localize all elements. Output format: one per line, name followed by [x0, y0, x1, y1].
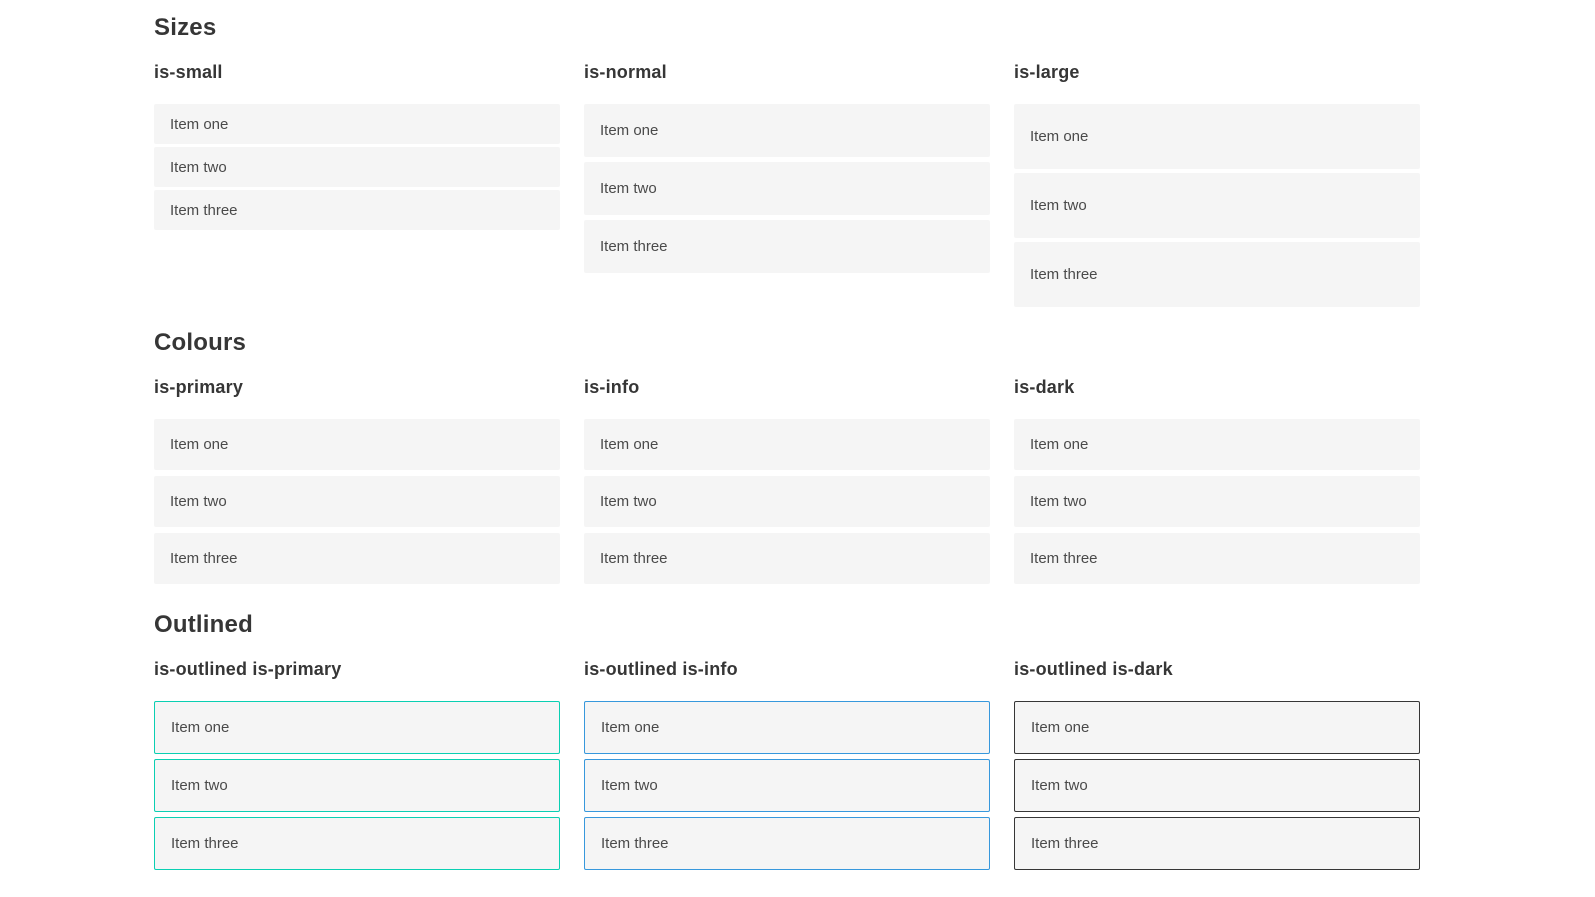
section-title-colours: Colours — [154, 329, 247, 356]
list-item[interactable]: Item two — [584, 476, 990, 527]
group-label-is-dark: is-dark — [1014, 377, 1075, 397]
list-item[interactable]: Item three — [584, 817, 990, 870]
list-item[interactable]: Item two — [154, 147, 560, 187]
group-label-is-info: is-info — [584, 377, 640, 397]
list-item[interactable]: Item three — [1014, 533, 1420, 584]
sizes-row: is-small Item one Item two Item three is… — [154, 60, 1420, 307]
list-item[interactable]: Item one — [584, 104, 990, 157]
list-outlined-dark: Item one Item two Item three — [1014, 701, 1420, 870]
list-item[interactable]: Item three — [584, 220, 990, 273]
group-label-is-small: is-small — [154, 62, 223, 82]
group-is-info: is-info Item one Item two Item three — [584, 375, 990, 584]
list-item[interactable]: Item one — [584, 419, 990, 470]
list-item[interactable]: Item three — [1014, 242, 1420, 307]
group-is-normal: is-normal Item one Item two Item three — [584, 60, 990, 307]
list-item[interactable]: Item one — [584, 701, 990, 754]
section-colours: Colours is-primary Item one Item two Ite… — [154, 328, 1420, 584]
list-item[interactable]: Item two — [154, 759, 560, 812]
colours-row: is-primary Item one Item two Item three … — [154, 375, 1420, 584]
list-is-normal: Item one Item two Item three — [584, 104, 990, 273]
section-sizes: Sizes is-small Item one Item two Item th… — [154, 13, 1420, 307]
list-item[interactable]: Item three — [154, 190, 560, 230]
list-item[interactable]: Item one — [154, 419, 560, 470]
list-item[interactable]: Item two — [1014, 476, 1420, 527]
list-item[interactable]: Item three — [154, 533, 560, 584]
group-is-small: is-small Item one Item two Item three — [154, 60, 560, 307]
list-is-info: Item one Item two Item three — [584, 419, 990, 584]
list-is-small: Item one Item two Item three — [154, 104, 560, 230]
list-is-large: Item one Item two Item three — [1014, 104, 1420, 307]
section-title-sizes: Sizes — [154, 14, 217, 41]
list-item[interactable]: Item one — [154, 104, 560, 144]
list-item[interactable]: Item one — [1014, 104, 1420, 169]
list-item[interactable]: Item two — [154, 476, 560, 527]
list-item[interactable]: Item one — [1014, 419, 1420, 470]
list-item[interactable]: Item two — [584, 162, 990, 215]
list-outlined-info: Item one Item two Item three — [584, 701, 990, 870]
list-item[interactable]: Item two — [584, 759, 990, 812]
group-is-dark: is-dark Item one Item two Item three — [1014, 375, 1420, 584]
section-title-outlined: Outlined — [154, 611, 253, 638]
group-label-is-normal: is-normal — [584, 62, 667, 82]
list-item[interactable]: Item one — [154, 701, 560, 754]
list-is-primary: Item one Item two Item three — [154, 419, 560, 584]
list-outlined-primary: Item one Item two Item three — [154, 701, 560, 870]
group-outlined-primary: is-outlined is-primary Item one Item two… — [154, 657, 560, 870]
list-item[interactable]: Item two — [1014, 759, 1420, 812]
group-label-outlined-info: is-outlined is-info — [584, 659, 738, 679]
list-item[interactable]: Item three — [1014, 817, 1420, 870]
list-item[interactable]: Item one — [1014, 701, 1420, 754]
outlined-row: is-outlined is-primary Item one Item two… — [154, 657, 1420, 870]
group-label-outlined-dark: is-outlined is-dark — [1014, 659, 1173, 679]
list-item[interactable]: Item three — [154, 817, 560, 870]
list-is-dark: Item one Item two Item three — [1014, 419, 1420, 584]
group-label-is-primary: is-primary — [154, 377, 244, 397]
group-is-large: is-large Item one Item two Item three — [1014, 60, 1420, 307]
section-outlined: Outlined is-outlined is-primary Item one… — [154, 610, 1420, 870]
list-item[interactable]: Item two — [1014, 173, 1420, 238]
group-is-primary: is-primary Item one Item two Item three — [154, 375, 560, 584]
group-label-is-large: is-large — [1014, 62, 1080, 82]
group-label-outlined-primary: is-outlined is-primary — [154, 659, 342, 679]
list-item[interactable]: Item three — [584, 533, 990, 584]
group-outlined-dark: is-outlined is-dark Item one Item two It… — [1014, 657, 1420, 870]
group-outlined-info: is-outlined is-info Item one Item two It… — [584, 657, 990, 870]
